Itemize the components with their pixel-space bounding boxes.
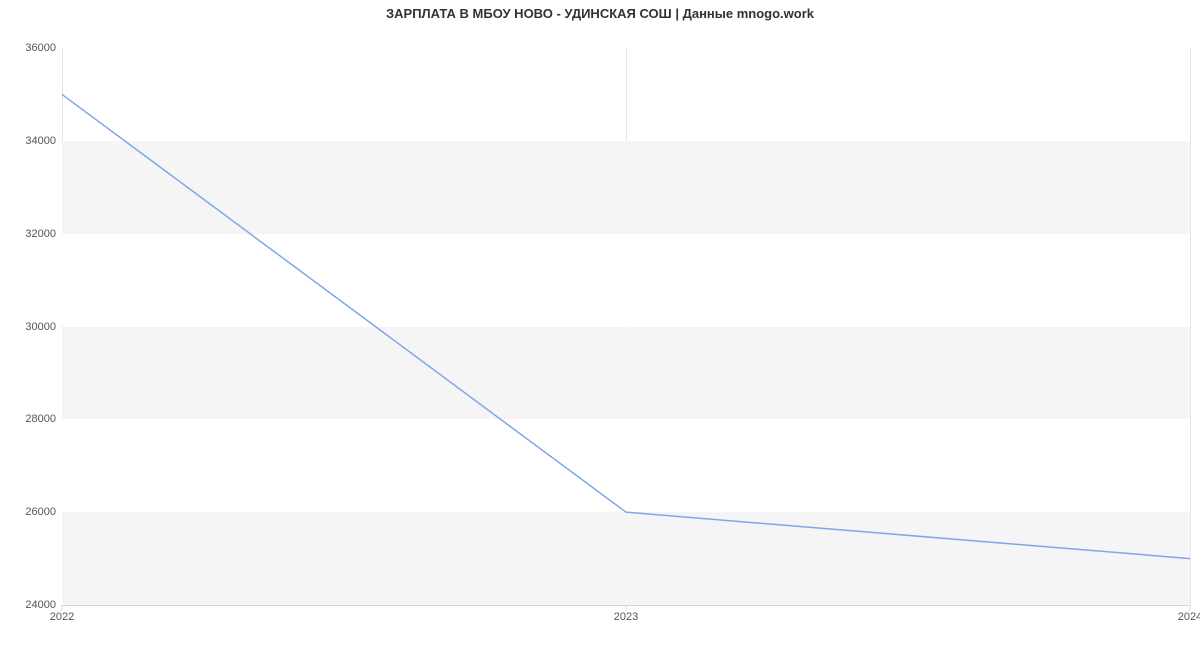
y-tick-label: 26000: [25, 506, 62, 518]
plot-area: 2400026000280003000032000340003600020222…: [62, 48, 1190, 605]
line-series-svg: [62, 48, 1190, 605]
x-tick-label: 2024: [1178, 605, 1200, 623]
chart-title: ЗАРПЛАТА В МБОУ НОВО - УДИНСКАЯ СОШ | Да…: [0, 6, 1200, 21]
x-tick-label: 2023: [614, 605, 638, 623]
y-tick-label: 34000: [25, 135, 62, 147]
y-tick-label: 28000: [25, 413, 62, 425]
salary-line-chart: ЗАРПЛАТА В МБОУ НОВО - УДИНСКАЯ СОШ | Да…: [0, 0, 1200, 650]
series-salary: [62, 94, 1190, 558]
y-tick-label: 36000: [25, 42, 62, 54]
y-tick-label: 32000: [25, 228, 62, 240]
x-tick-label: 2022: [50, 605, 74, 623]
y-tick-label: 30000: [25, 321, 62, 333]
x-gridline: [1190, 48, 1191, 605]
